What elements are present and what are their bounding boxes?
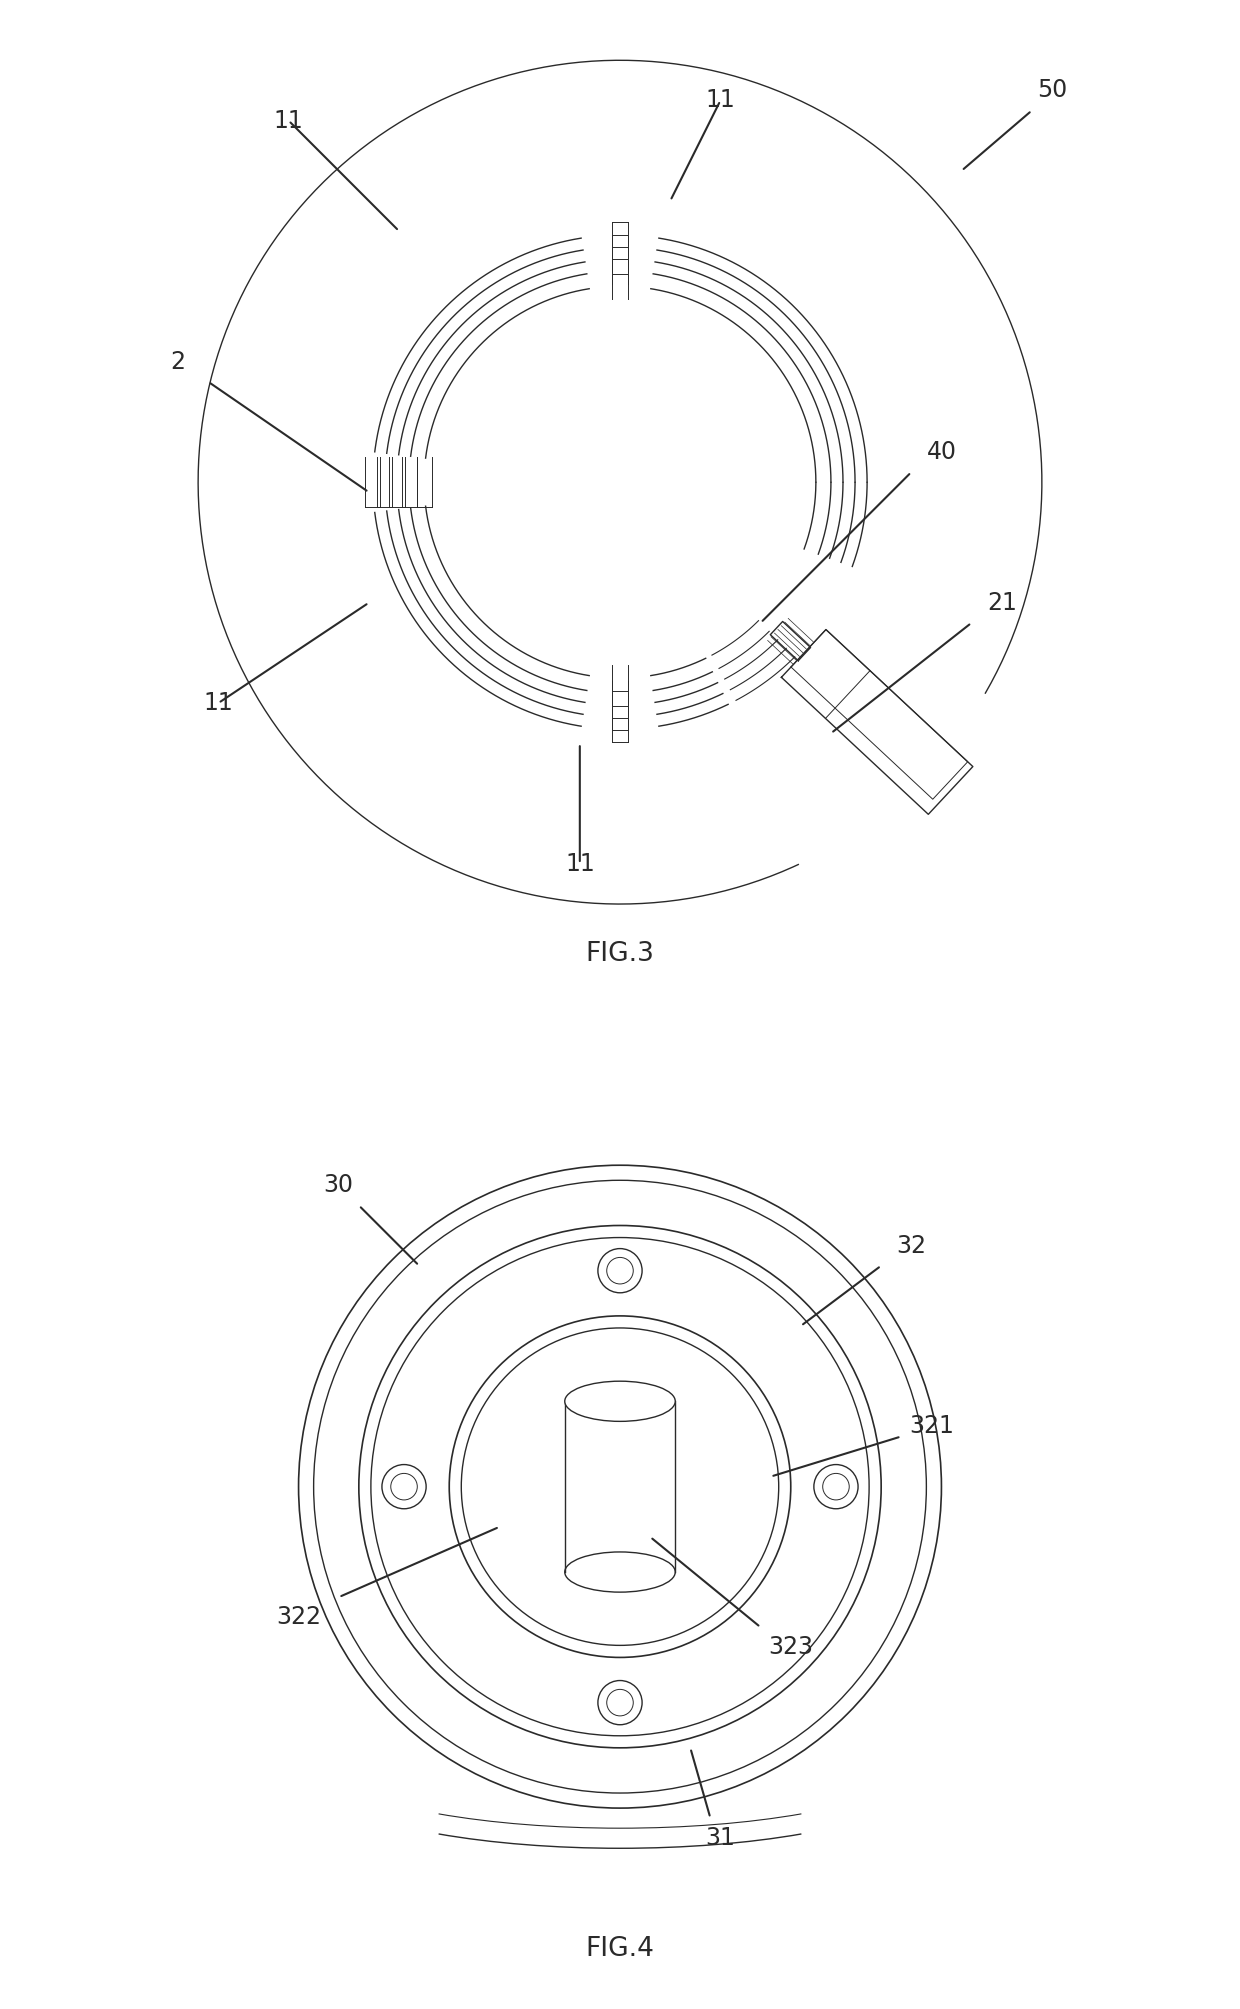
Ellipse shape [564,1551,676,1591]
Text: 11: 11 [203,691,233,715]
Text: 50: 50 [1037,78,1068,102]
Text: 21: 21 [987,591,1017,615]
Ellipse shape [564,1382,676,1422]
Circle shape [813,1465,858,1509]
Text: 32: 32 [897,1234,926,1258]
Text: FIG.3: FIG.3 [585,942,655,966]
Circle shape [598,1248,642,1294]
Text: 2: 2 [171,350,186,374]
Text: 11: 11 [565,852,595,876]
Text: 11: 11 [274,108,304,133]
Circle shape [598,1680,642,1724]
Text: 11: 11 [706,88,735,113]
Text: FIG.4: FIG.4 [585,1937,655,1961]
Text: 30: 30 [324,1173,353,1197]
Text: 31: 31 [706,1826,735,1850]
Text: 40: 40 [926,440,956,464]
Circle shape [382,1465,427,1509]
Text: 321: 321 [909,1414,954,1438]
Text: 323: 323 [769,1635,813,1659]
Text: 322: 322 [277,1605,321,1629]
